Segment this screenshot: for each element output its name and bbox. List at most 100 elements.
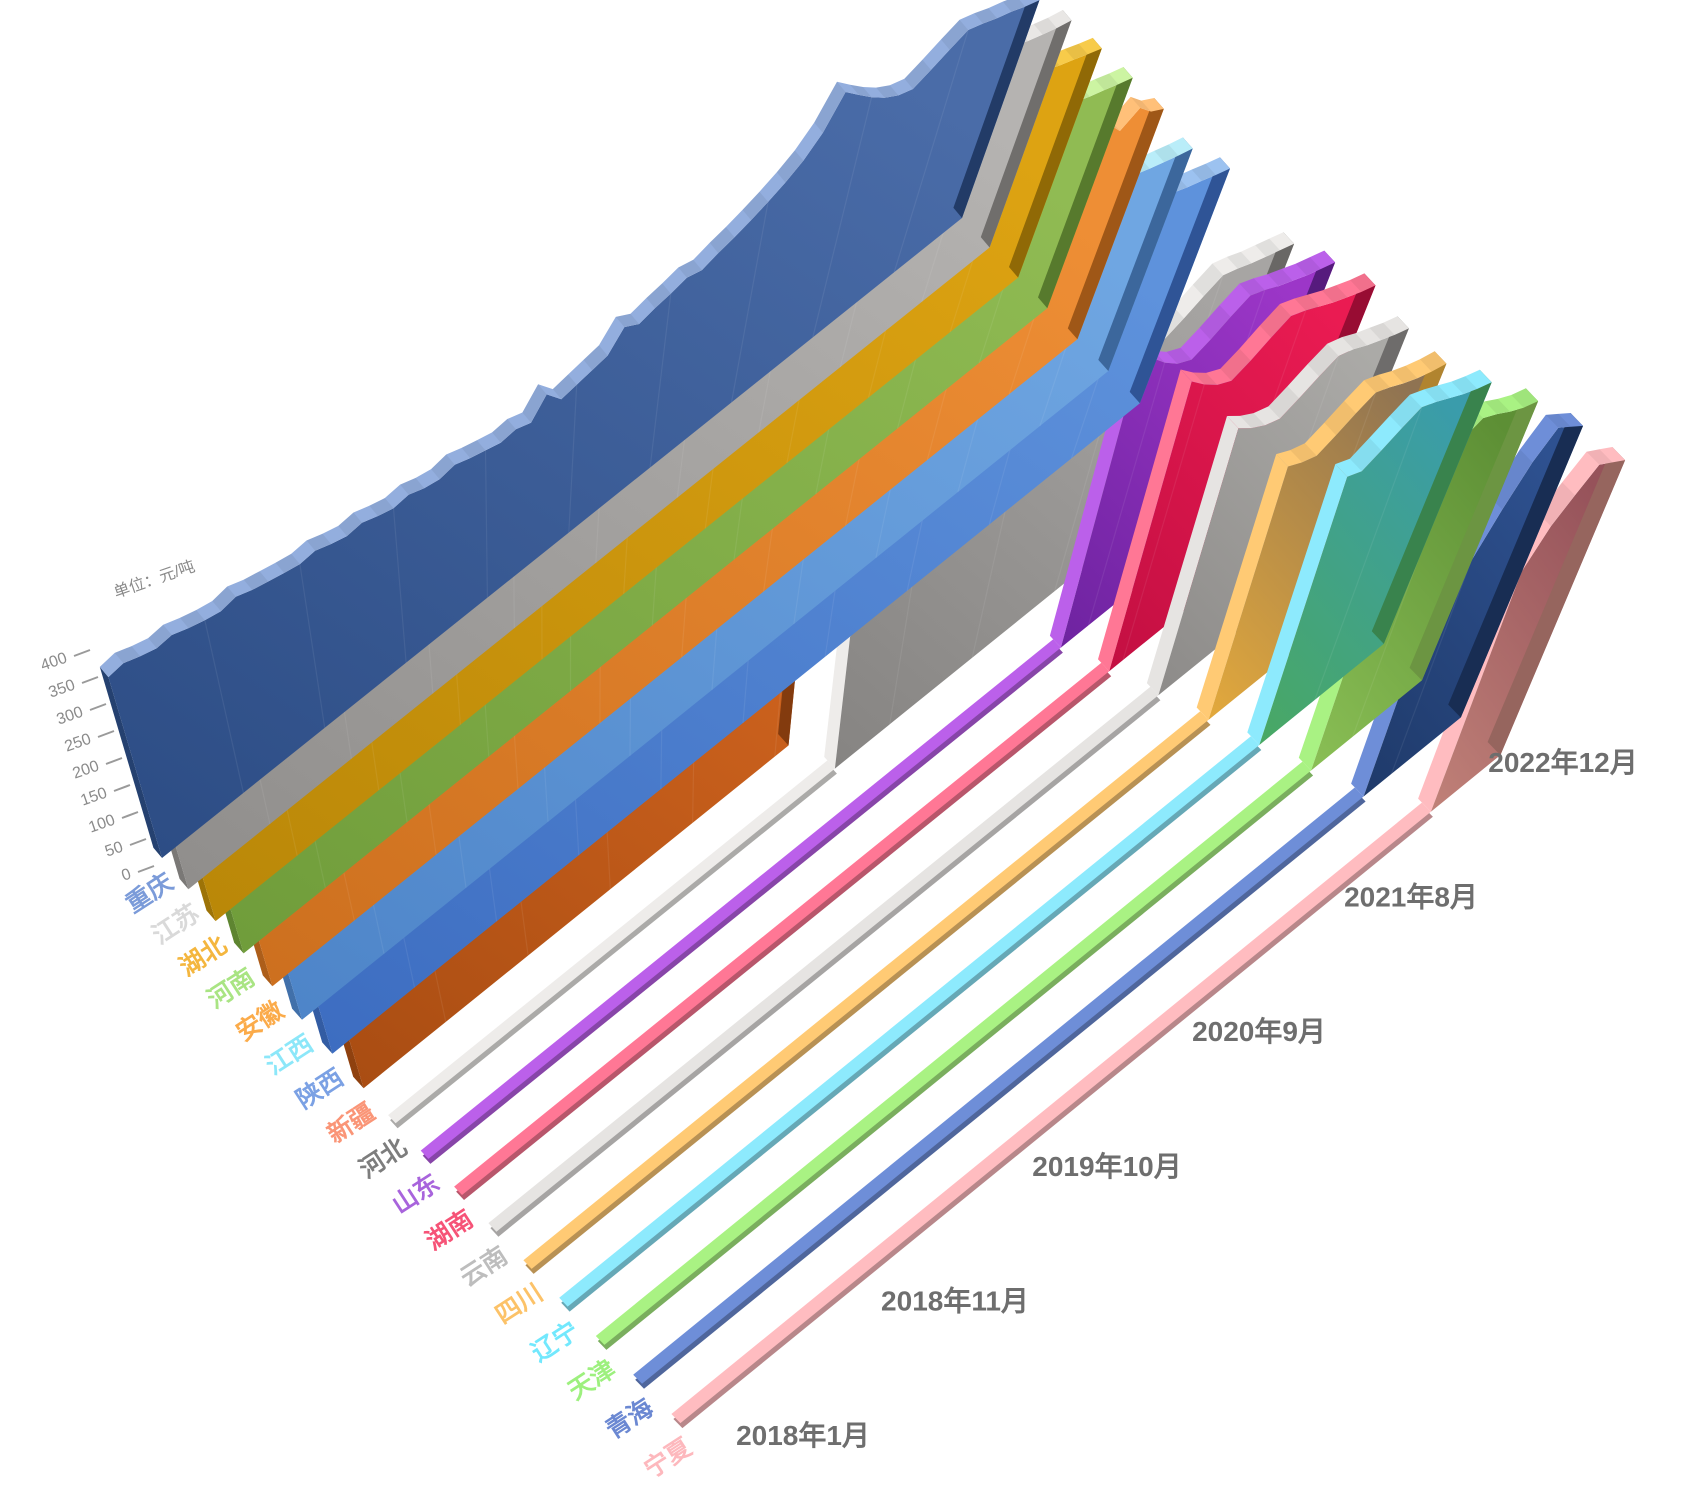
band-step-shade: [1199, 305, 1231, 340]
band-step-shade: [1451, 376, 1478, 395]
band-step-shade: [1064, 43, 1088, 60]
series-label: 江苏: [147, 899, 204, 950]
y-axis-tick-label: 250: [63, 731, 94, 756]
band-step-shade: [1484, 398, 1511, 415]
series-label: 四川: [491, 1279, 548, 1330]
ribbon-series-11: [488, 316, 1409, 1237]
ribbon-face: [108, 0, 1040, 858]
ribbon-left-face: [1247, 464, 1348, 745]
baseline-strip: [488, 686, 1159, 1232]
series-label: 湖南: [421, 1205, 478, 1256]
band-step-shade: [492, 419, 516, 443]
band-step-shade: [1545, 413, 1571, 428]
y-axis-tick-mark: [113, 784, 131, 792]
baseline-strip: [671, 802, 1431, 1424]
band-step-shade: [1364, 374, 1390, 393]
face-guide-line: [484, 450, 488, 598]
ribbon-series-16: [671, 447, 1626, 1429]
band-step-shade: [1259, 304, 1292, 338]
band-step-shade: [552, 374, 577, 400]
series-label: 江西: [261, 1030, 318, 1081]
face-guide-line: [392, 508, 407, 663]
face-guide-line: [568, 384, 578, 533]
ribbon-end-face: [1487, 447, 1626, 756]
y-axis-tick-label: 100: [87, 812, 118, 837]
ribbon-left-face: [1146, 416, 1239, 696]
x-axis-label: 2021年8月: [1344, 881, 1478, 913]
face-guide-line: [1390, 561, 1472, 775]
baseline-strip: [595, 761, 1312, 1345]
x-axis-label: 2018年11月: [881, 1284, 1029, 1316]
face-guide-line: [893, 29, 969, 273]
ribbon-series-0: [99, 0, 1040, 858]
band-step-shade: [1166, 347, 1192, 364]
x-axis-label: 2019年10月: [1032, 1150, 1181, 1182]
ribbon-end-face: [980, 10, 1072, 248]
series-label: 新疆: [322, 1097, 380, 1149]
ribbon-series-15: [633, 413, 1583, 1389]
face-guide-line: [1122, 384, 1205, 661]
band-step-shade: [369, 498, 394, 516]
band-step-shade: [522, 384, 547, 423]
face-guide-line: [889, 563, 917, 725]
band-step-shade: [742, 191, 769, 221]
band-step-shade: [1094, 73, 1119, 91]
band-step-shade: [1341, 333, 1367, 350]
series-label: 湖北: [175, 931, 232, 982]
band-step-shade: [814, 81, 846, 133]
face-guide-line: [299, 564, 326, 728]
band-step-shade: [1226, 251, 1252, 269]
ribbon-top-band: [1180, 273, 1376, 385]
ribbon-left-face: [824, 625, 851, 769]
band-step-shade: [243, 571, 269, 590]
band-step-shade: [1350, 273, 1376, 292]
series-label: 安徽: [231, 995, 290, 1047]
band-step-shade: [212, 586, 236, 612]
band-step-shade: [876, 85, 899, 98]
band-step-shade: [1193, 372, 1218, 385]
band-step-shade: [1239, 278, 1265, 296]
band-step-shade: [114, 646, 141, 664]
x-axis-label: 2018年1月: [736, 1419, 870, 1451]
band-step-shade: [1324, 400, 1356, 436]
series-label: 青海: [601, 1393, 659, 1445]
y-axis-unit-label: 单位：元/吨: [111, 557, 197, 602]
y-axis-tick-label: 150: [79, 785, 110, 810]
band-step-shade: [615, 313, 640, 328]
band-step-shade: [461, 440, 486, 459]
series-label: 天津: [563, 1355, 620, 1406]
band-step-shade: [1295, 257, 1321, 276]
y-axis-tick-label: 300: [55, 704, 86, 729]
band-step-shade: [1192, 263, 1224, 297]
ribbon-left-face: [1098, 369, 1192, 672]
band-step-shade: [583, 345, 608, 371]
series-label: 河南: [203, 963, 260, 1014]
band-step-shade: [179, 610, 205, 629]
y-axis-tick-mark: [129, 838, 147, 846]
x-axis-labels: 2018年1月 2018年11月 2019年10月 2020年9月 2021年8月 202…: [736, 746, 1638, 1451]
band-step-shade: [1267, 268, 1293, 287]
y-axis-tick-label: 350: [47, 677, 78, 702]
baseline-strip: [559, 736, 1260, 1307]
band-step-shade: [646, 283, 671, 309]
band-step-shade: [1538, 482, 1575, 527]
y-axis-tick-mark: [121, 811, 139, 819]
band-step-shade: [776, 150, 804, 183]
baseline-strip: [633, 787, 1364, 1384]
band-step-shade: [1290, 443, 1317, 463]
ribbon-left-face: [1196, 454, 1288, 720]
band-step-shade: [1240, 413, 1266, 429]
band-step-shade: [1369, 322, 1395, 341]
ribbon-left-face: [99, 666, 162, 858]
baseline-strip: [420, 639, 1061, 1159]
x-axis-label: 2020年9月: [1192, 1015, 1326, 1047]
y-axis-tick-mark: [97, 730, 115, 738]
ribbon-end-face: [1409, 388, 1539, 681]
ribbon-series-13: [559, 369, 1492, 1312]
y-axis-tick-label: 50: [103, 839, 125, 861]
band-step-shade: [1391, 365, 1418, 384]
x-axis-label: 2022年12月: [1488, 746, 1637, 778]
ribbon-top-band: [1129, 250, 1336, 364]
